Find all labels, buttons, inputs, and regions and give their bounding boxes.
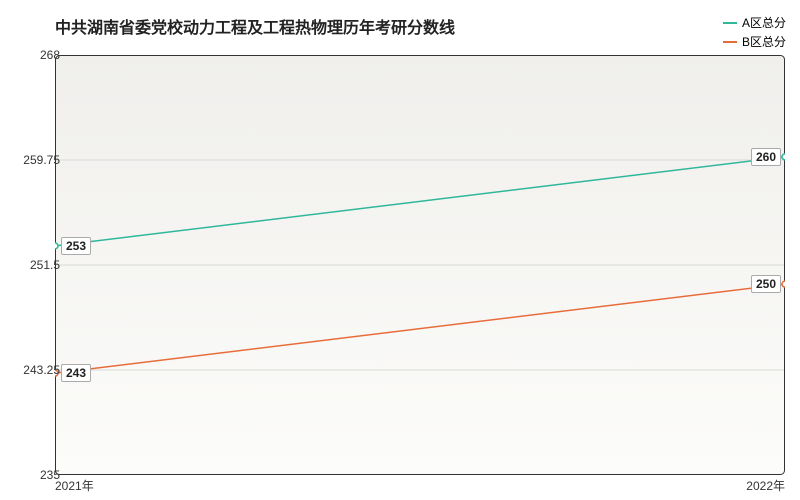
legend-item-b: B区总分 — [723, 33, 786, 50]
legend-swatch-a — [723, 22, 737, 24]
y-tick-label: 243.25 — [12, 363, 60, 377]
value-badge: 260 — [751, 148, 781, 166]
value-badge: 243 — [61, 364, 91, 382]
y-tick-label: 235 — [12, 468, 60, 482]
chart-title: 中共湖南省委党校动力工程及工程热物理历年考研分数线 — [55, 14, 455, 38]
legend-item-a: A区总分 — [723, 14, 786, 31]
plot-area — [55, 55, 785, 475]
value-badge: 250 — [751, 275, 781, 293]
value-badge: 253 — [61, 237, 91, 255]
legend: A区总分 B区总分 — [723, 14, 786, 52]
x-tick-label: 2021年 — [55, 477, 94, 494]
y-tick-label: 251.5 — [12, 258, 60, 272]
line-chart: 中共湖南省委党校动力工程及工程热物理历年考研分数线 A区总分 B区总分 2352… — [0, 0, 800, 500]
y-tick-label: 259.75 — [12, 153, 60, 167]
legend-label-a: A区总分 — [742, 14, 786, 31]
legend-label-b: B区总分 — [742, 33, 786, 50]
plot-svg — [55, 55, 785, 475]
x-tick-label: 2022年 — [746, 477, 785, 494]
y-tick-label: 268 — [12, 48, 60, 62]
legend-swatch-b — [723, 41, 737, 43]
